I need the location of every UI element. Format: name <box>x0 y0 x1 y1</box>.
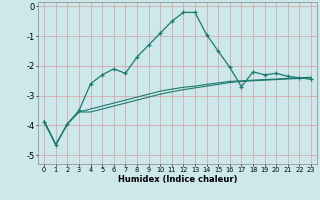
X-axis label: Humidex (Indice chaleur): Humidex (Indice chaleur) <box>118 175 237 184</box>
